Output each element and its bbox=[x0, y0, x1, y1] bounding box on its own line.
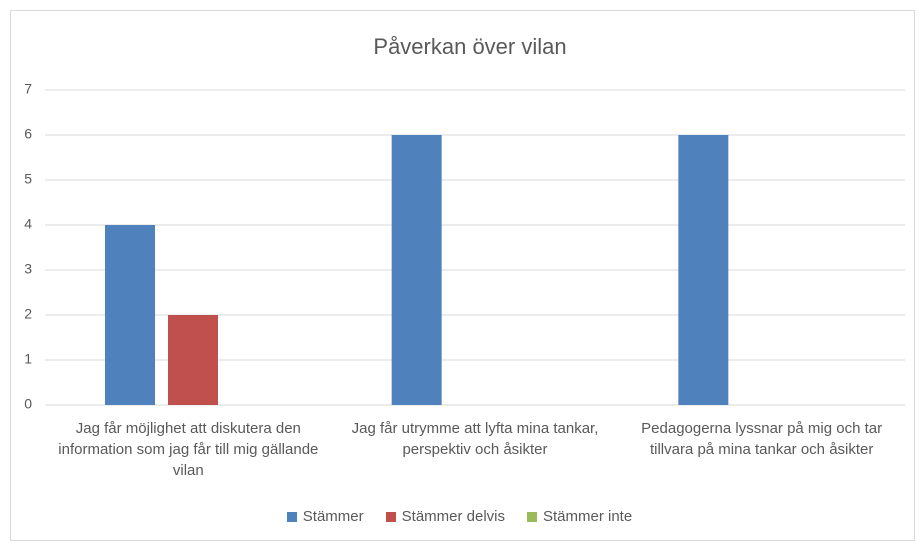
legend: Stämmer Stämmer delvis Stämmer inte bbox=[0, 508, 919, 525]
bar bbox=[168, 315, 218, 405]
legend-label: Stämmer delvis bbox=[401, 508, 505, 525]
chart-title: Påverkan över vilan bbox=[373, 34, 566, 59]
bar bbox=[105, 225, 155, 405]
y-tick-label: 0 bbox=[24, 396, 32, 412]
legend-item: Stämmer bbox=[286, 508, 364, 525]
y-tick-label: 6 bbox=[24, 126, 32, 142]
bar bbox=[678, 135, 729, 405]
legend-item: Stämmer delvis bbox=[385, 508, 505, 525]
y-tick-label: 4 bbox=[24, 216, 32, 232]
legend-label: Stämmer inte bbox=[543, 508, 633, 525]
x-tick-label: Jag får utrymme att lyfta mina tankar, p… bbox=[351, 420, 599, 458]
y-tick-label: 3 bbox=[24, 261, 32, 277]
legend-label: Stämmer bbox=[302, 508, 364, 525]
chart-border bbox=[10, 10, 915, 541]
legend-item: Stämmer inte bbox=[527, 508, 632, 525]
bar bbox=[391, 135, 442, 405]
y-tick-label: 1 bbox=[24, 351, 32, 367]
x-tick-label: Jag får möjlighet att diskutera den info… bbox=[58, 420, 319, 479]
y-tick-label: 5 bbox=[24, 171, 32, 187]
legend-swatch bbox=[527, 511, 537, 522]
x-tick-label: Pedagogerna lyssnar på mig och tar tillv… bbox=[641, 420, 883, 458]
legend-swatch bbox=[286, 511, 297, 522]
legend-swatch bbox=[385, 511, 396, 522]
y-tick-label: 7 bbox=[24, 81, 32, 97]
y-tick-label: 2 bbox=[24, 306, 32, 322]
